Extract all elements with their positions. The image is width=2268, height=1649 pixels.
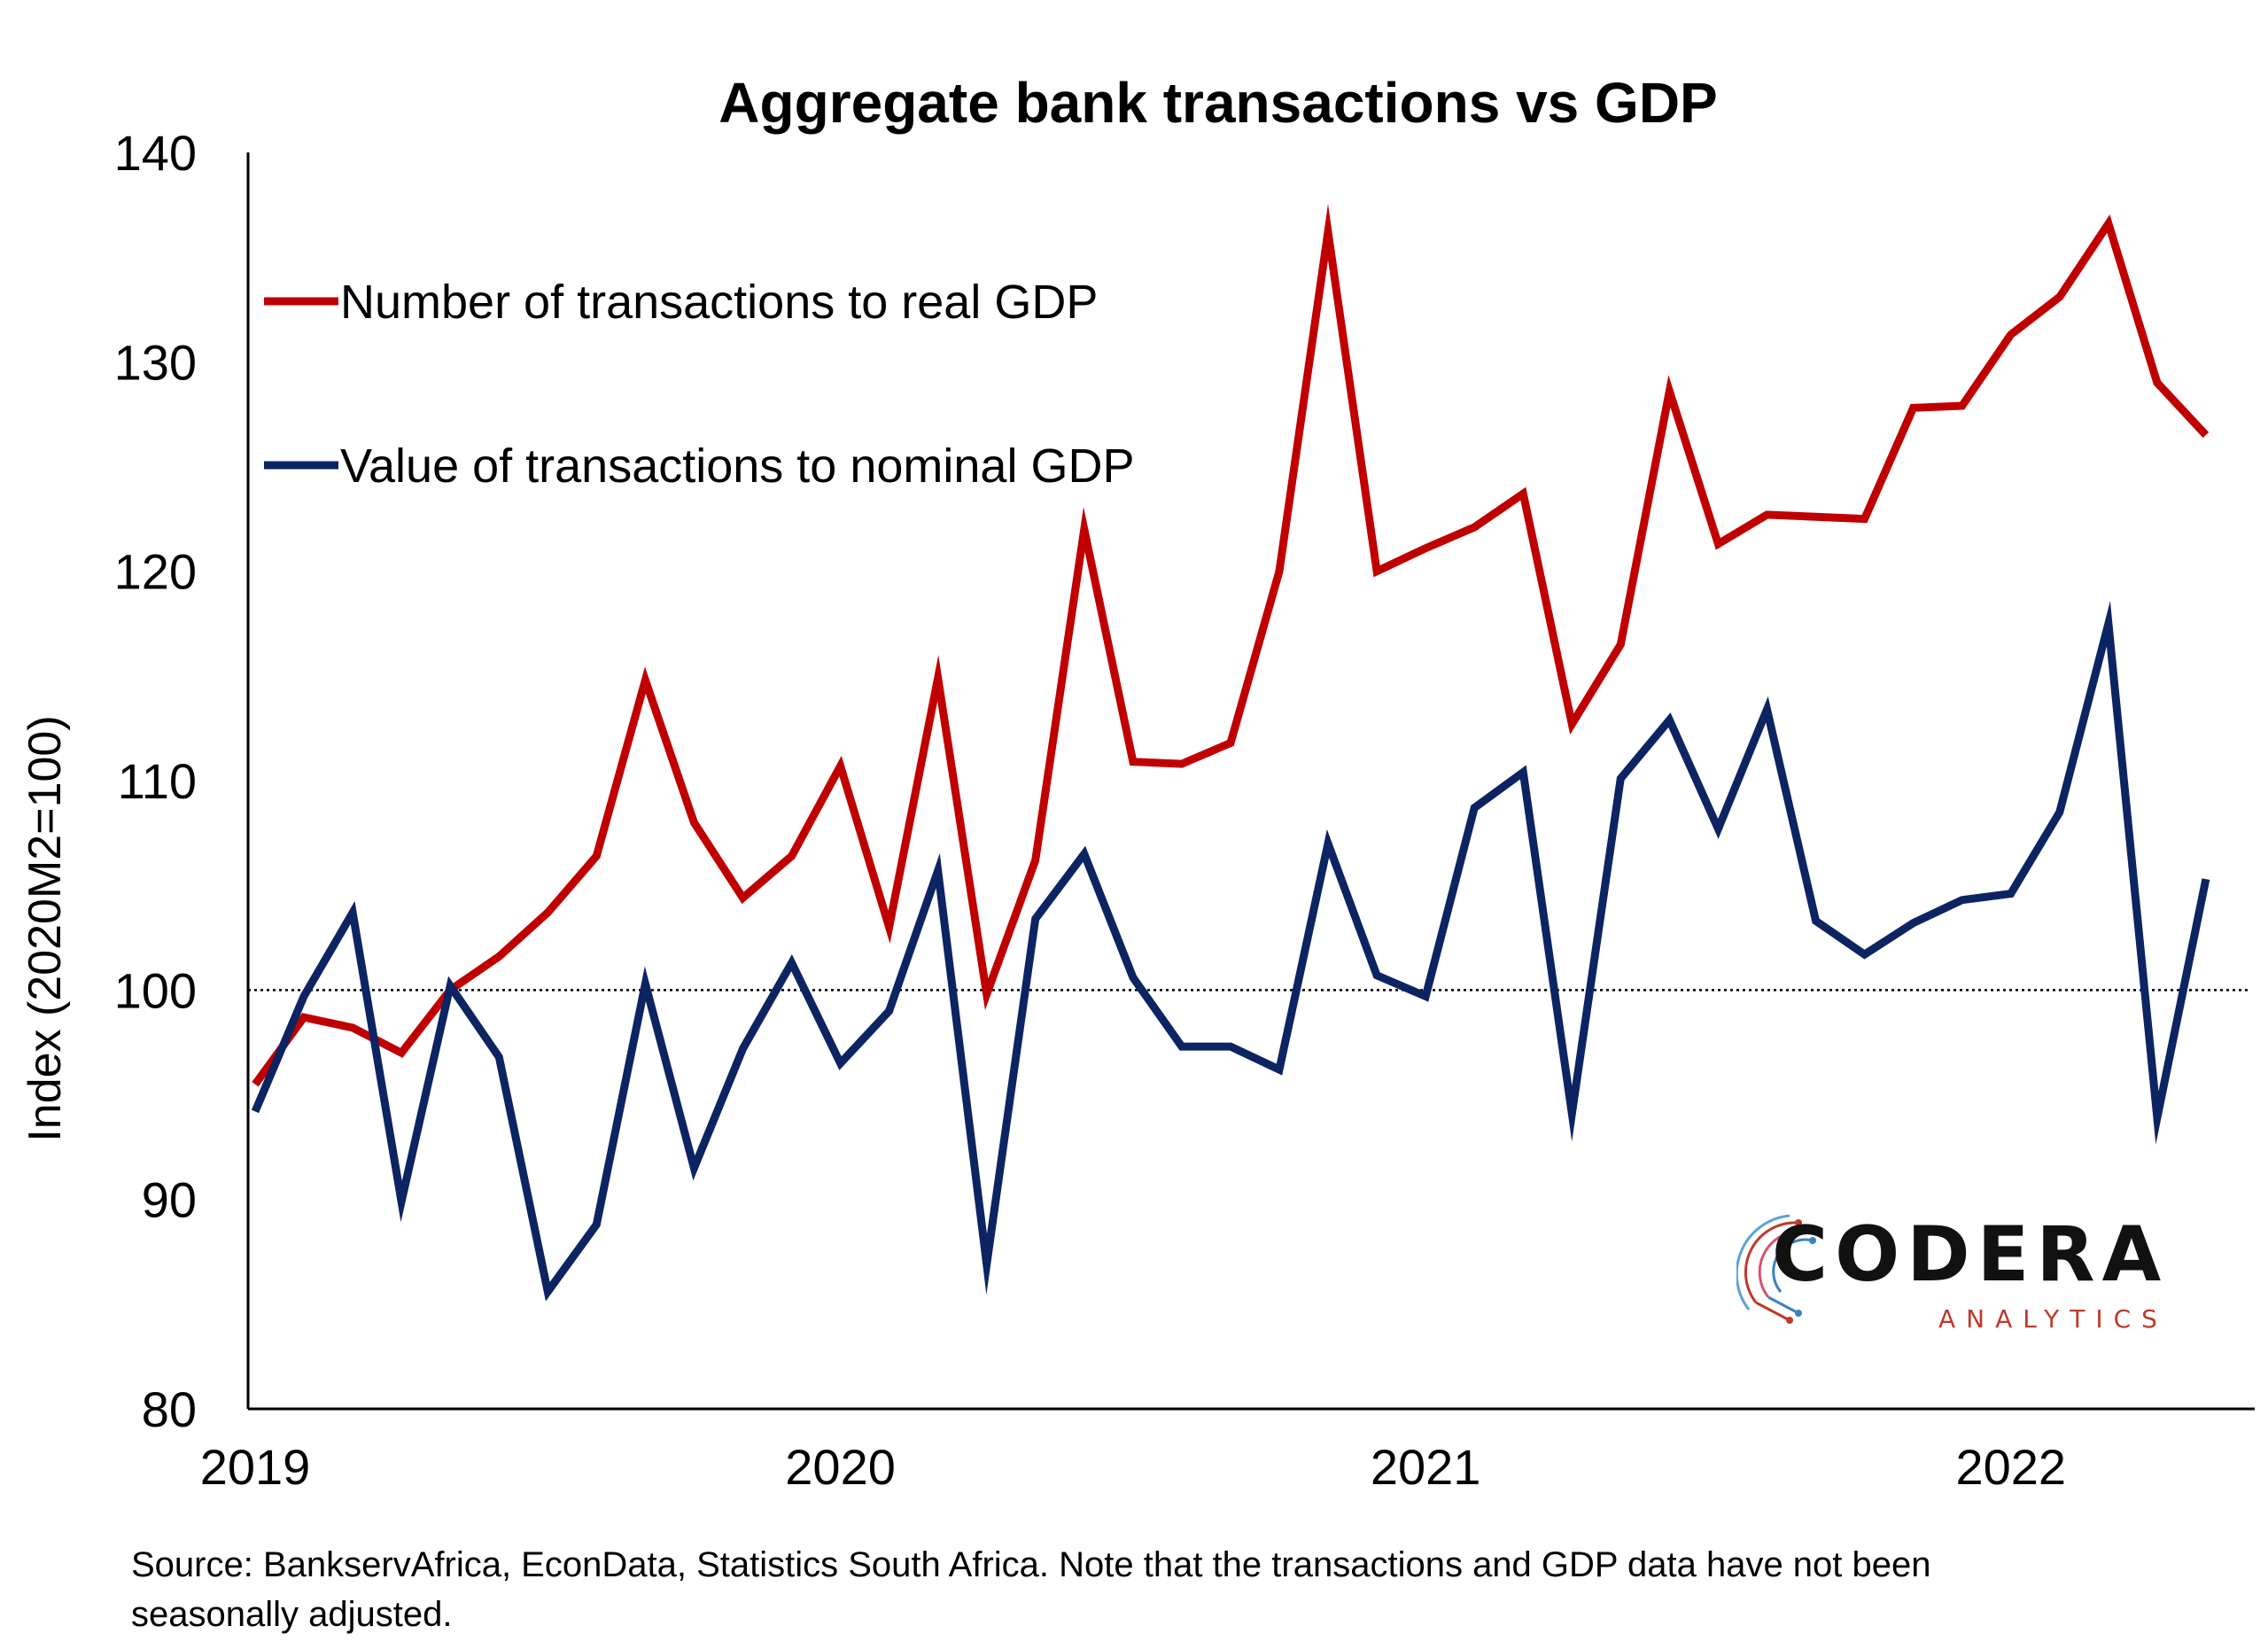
logo-wordmark: CODERA <box>1772 1210 2169 1299</box>
codera-logo: CODERA ANALYTICS <box>1736 1205 2162 1347</box>
chart-title: Aggregate bank transactions vs GDP <box>718 71 1717 135</box>
legend: Number of transactions to real GDP Value … <box>264 276 1134 493</box>
x-tick-label: 2022 <box>1955 1439 2066 1495</box>
x-tick-label: 2020 <box>785 1439 896 1495</box>
tick-labels: 80 90 100 110 120 130 140 2019 2020 2021 2022 <box>114 125 2066 1495</box>
chart: Aggregate bank transactions vs GDP Index… <box>19 71 2255 1495</box>
source-note-line1: Source: BankservAfrica, EconData, Statis… <box>131 1545 1931 1584</box>
y-tick-label: 80 <box>142 1381 197 1437</box>
source-note-line2: seasonally adjusted. <box>131 1595 453 1634</box>
y-axis-label: Index (2020M2=100) <box>19 715 71 1141</box>
logo-tagline: ANALYTICS <box>1938 1304 2168 1334</box>
axes <box>246 152 2255 1411</box>
legend-label-1: Number of transactions to real GDP <box>340 276 1098 329</box>
y-tick-label: 90 <box>142 1172 197 1228</box>
y-tick-label: 120 <box>114 544 197 600</box>
y-tick-label: 110 <box>118 753 197 809</box>
series-line-2 <box>251 601 2210 1302</box>
y-tick-label: 130 <box>114 334 197 390</box>
x-tick-label: 2019 <box>200 1439 311 1495</box>
series-lines <box>251 204 2210 1302</box>
logo-circuit-mark-icon <box>1736 1214 1816 1324</box>
source-note: Source: BankservAfrica, EconData, Statis… <box>131 1540 2240 1639</box>
series-line-1 <box>252 204 2210 1087</box>
y-tick-label: 100 <box>114 962 197 1018</box>
y-tick-label: 140 <box>114 125 197 181</box>
x-tick-label: 2021 <box>1371 1439 1481 1495</box>
legend-label-2: Value of transactions to nominal GDP <box>340 439 1134 493</box>
